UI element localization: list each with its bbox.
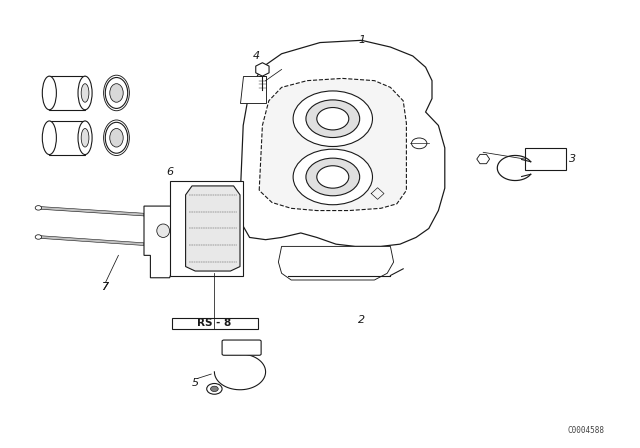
- Text: C0004588: C0004588: [567, 426, 604, 435]
- Polygon shape: [40, 236, 144, 246]
- Circle shape: [317, 108, 349, 130]
- Ellipse shape: [110, 129, 123, 147]
- Text: 3: 3: [569, 154, 577, 164]
- Ellipse shape: [42, 76, 56, 110]
- Polygon shape: [49, 121, 85, 155]
- Ellipse shape: [110, 84, 123, 102]
- Ellipse shape: [78, 121, 92, 155]
- Text: 2: 2: [358, 315, 365, 325]
- Text: 4: 4: [252, 51, 260, 61]
- Text: 5: 5: [191, 378, 199, 388]
- Polygon shape: [278, 246, 394, 280]
- Polygon shape: [49, 76, 85, 110]
- FancyBboxPatch shape: [222, 340, 261, 355]
- Circle shape: [35, 235, 42, 239]
- Polygon shape: [240, 40, 445, 246]
- Polygon shape: [186, 186, 240, 271]
- Text: 6: 6: [166, 168, 173, 177]
- Text: RS - 8: RS - 8: [197, 318, 232, 327]
- Polygon shape: [256, 63, 269, 76]
- Text: 7: 7: [102, 282, 109, 292]
- Text: 7: 7: [102, 282, 109, 292]
- Circle shape: [293, 91, 372, 146]
- Text: 1: 1: [358, 35, 365, 45]
- Circle shape: [211, 386, 218, 392]
- Polygon shape: [259, 78, 406, 211]
- Ellipse shape: [42, 121, 56, 155]
- Circle shape: [317, 166, 349, 188]
- Polygon shape: [144, 206, 182, 278]
- Ellipse shape: [78, 76, 92, 110]
- Circle shape: [306, 100, 360, 138]
- Ellipse shape: [105, 122, 128, 153]
- Circle shape: [412, 138, 427, 149]
- Circle shape: [293, 149, 372, 205]
- Ellipse shape: [105, 78, 128, 108]
- Ellipse shape: [81, 129, 89, 147]
- Ellipse shape: [157, 224, 170, 237]
- Polygon shape: [40, 207, 144, 216]
- Polygon shape: [477, 155, 490, 164]
- Polygon shape: [240, 76, 266, 103]
- Circle shape: [35, 206, 42, 210]
- Ellipse shape: [81, 84, 89, 102]
- Circle shape: [207, 383, 222, 394]
- Circle shape: [306, 158, 360, 196]
- Polygon shape: [170, 181, 243, 276]
